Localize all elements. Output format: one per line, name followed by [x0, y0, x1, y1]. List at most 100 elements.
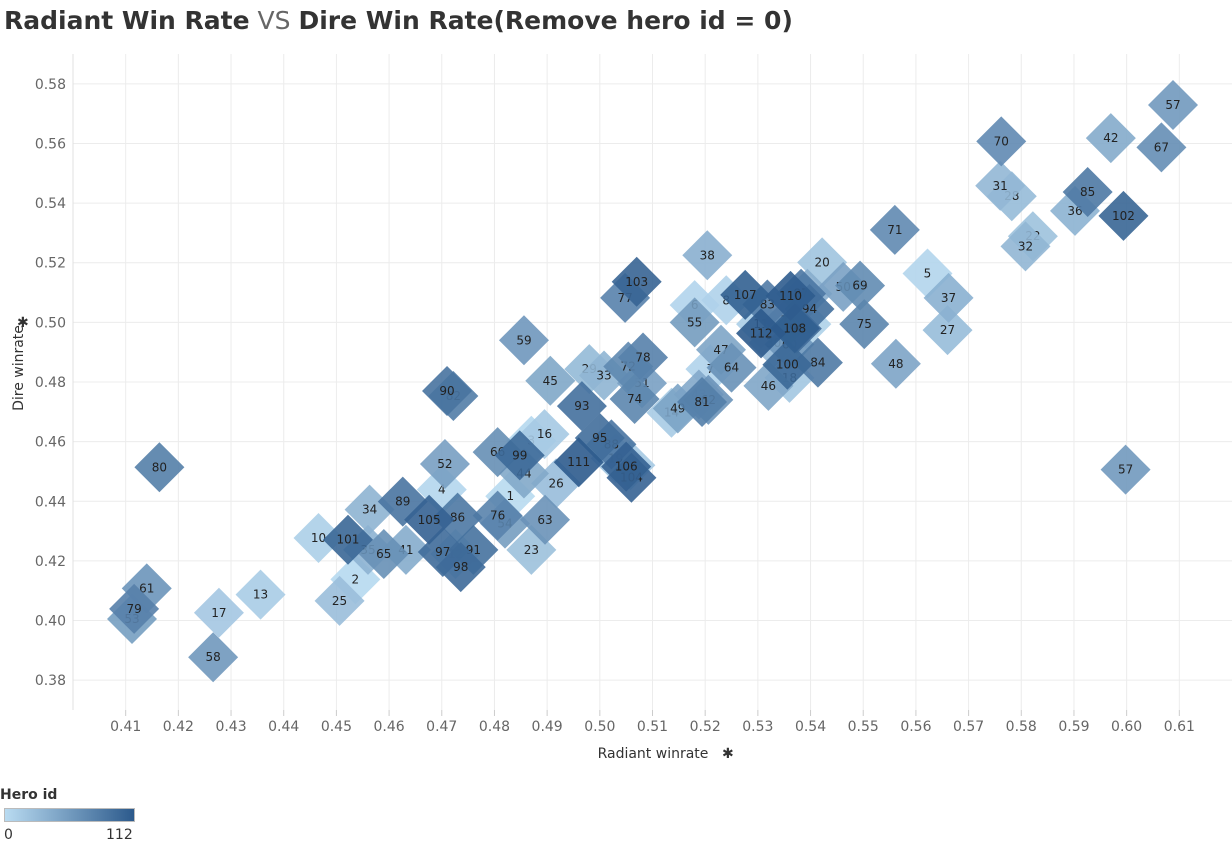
point-hero-108[interactable]: 108 [769, 303, 820, 354]
point-hero-84[interactable]: 84 [792, 337, 843, 388]
point-hero-111[interactable]: 111 [553, 437, 604, 488]
legend-color-bar[interactable] [4, 808, 135, 822]
point-hero-64[interactable]: 64 [706, 342, 757, 393]
point-hero-71[interactable]: 71 [869, 204, 920, 255]
point-hero-45[interactable]: 45 [525, 355, 576, 406]
point-hero-32[interactable]: 32 [1000, 221, 1051, 272]
point-diamond[interactable] [706, 342, 757, 393]
point-hero-76[interactable]: 76 [472, 490, 523, 541]
point-diamond[interactable] [1062, 167, 1113, 218]
point-hero-42[interactable]: 42 [1085, 113, 1136, 164]
point-diamond[interactable] [976, 116, 1027, 167]
point-hero-106[interactable]: 106 [601, 441, 652, 492]
point-diamond[interactable] [922, 305, 973, 356]
point-diamond[interactable] [472, 490, 523, 541]
point-hero-79[interactable]: 79 [109, 583, 160, 634]
point-diamond[interactable] [235, 569, 286, 620]
point-hero-69[interactable]: 69 [835, 260, 886, 311]
point-hero-102[interactable]: 102 [1098, 190, 1149, 241]
point-hero-37[interactable]: 37 [923, 272, 974, 323]
y-axis-pin-icon[interactable]: ✱ [17, 315, 29, 331]
point-diamond[interactable] [669, 297, 720, 348]
point-diamond[interactable] [422, 365, 473, 416]
point-hero-52[interactable]: 52 [419, 439, 470, 489]
point-diamond[interactable] [1136, 122, 1187, 173]
point-diamond[interactable] [869, 204, 920, 255]
point-hero-57[interactable]: 57 [1100, 444, 1151, 495]
point-hero-25[interactable]: 25 [314, 575, 365, 626]
point-diamond[interactable] [609, 373, 660, 424]
point-diamond[interactable] [134, 442, 185, 493]
point-diamond[interactable] [1098, 190, 1149, 241]
point-hero-59[interactable]: 59 [498, 315, 549, 366]
point-hero-57[interactable]: 57 [1147, 79, 1198, 130]
point-hero-100[interactable]: 100 [762, 339, 813, 390]
point-hero-78[interactable]: 78 [618, 332, 669, 383]
point-diamond[interactable] [1147, 79, 1198, 130]
point-diamond[interactable] [1000, 221, 1051, 272]
point-hero-17[interactable]: 17 [193, 587, 244, 638]
point-hero-48[interactable]: 48 [870, 338, 921, 389]
point-diamond[interactable] [520, 494, 571, 545]
point-diamond[interactable] [435, 542, 486, 593]
point-hero-101[interactable]: 101 [322, 514, 373, 565]
point-hero-13[interactable]: 13 [235, 569, 286, 620]
point-hero-65[interactable]: 65 [358, 529, 409, 580]
point-hero-63[interactable]: 63 [520, 494, 571, 545]
point-hero-27[interactable]: 27 [922, 305, 973, 356]
point-diamond[interactable] [1085, 113, 1136, 164]
point-hero-81[interactable]: 81 [677, 376, 728, 427]
point-hero-80[interactable]: 80 [134, 442, 185, 493]
point-hero-67[interactable]: 67 [1136, 122, 1187, 173]
point-hero-98[interactable]: 98 [435, 542, 486, 593]
point-diamond[interactable] [975, 160, 1026, 211]
point-diamond[interactable] [193, 587, 244, 638]
point-hero-38[interactable]: 38 [682, 230, 733, 281]
x-axis-pin-icon[interactable]: ✱ [722, 746, 734, 762]
point-hero-74[interactable]: 74 [609, 373, 660, 424]
point-hero-110[interactable]: 110 [765, 270, 816, 321]
point-diamond[interactable] [188, 632, 239, 683]
point-hero-99[interactable]: 99 [494, 430, 545, 481]
point-diamond[interactable] [835, 260, 886, 311]
point-diamond[interactable] [765, 270, 816, 321]
point-diamond[interactable] [870, 338, 921, 389]
point-diamond[interactable] [611, 256, 662, 307]
point-diamond[interactable] [472, 427, 523, 478]
point-hero-10[interactable]: 10 [293, 512, 344, 563]
point-hero-70[interactable]: 70 [976, 116, 1027, 167]
point-hero-105[interactable]: 105 [404, 494, 455, 545]
point-diamond[interactable] [419, 439, 470, 489]
point-diamond[interactable] [314, 575, 365, 626]
point-diamond[interactable] [769, 303, 820, 354]
point-hero-112[interactable]: 112 [736, 308, 787, 359]
point-hero-34[interactable]: 34 [344, 484, 395, 535]
point-hero-85[interactable]: 85 [1062, 167, 1113, 218]
point-hero-75[interactable]: 75 [839, 299, 890, 350]
point-diamond[interactable] [792, 337, 843, 388]
point-diamond[interactable] [344, 484, 395, 535]
point-diamond[interactable] [404, 494, 455, 545]
point-hero-107[interactable]: 107 [720, 269, 771, 320]
point-diamond[interactable] [498, 315, 549, 366]
point-diamond[interactable] [839, 299, 890, 350]
point-diamond[interactable] [601, 441, 652, 492]
point-hero-103[interactable]: 103 [611, 256, 662, 307]
point-hero-58[interactable]: 58 [188, 632, 239, 683]
point-diamond[interactable] [525, 355, 576, 406]
point-diamond[interactable] [762, 339, 813, 390]
point-hero-31[interactable]: 31 [975, 160, 1026, 211]
point-diamond[interactable] [923, 272, 974, 323]
point-diamond[interactable] [494, 430, 545, 481]
point-diamond[interactable] [677, 376, 728, 427]
point-diamond[interactable] [736, 308, 787, 359]
point-diamond[interactable] [358, 529, 409, 580]
point-diamond[interactable] [720, 269, 771, 320]
point-diamond[interactable] [618, 332, 669, 383]
point-hero-90[interactable]: 90 [422, 365, 473, 416]
point-diamond[interactable] [109, 583, 160, 634]
point-hero-55[interactable]: 55 [669, 297, 720, 348]
point-diamond[interactable] [1100, 444, 1151, 495]
point-diamond[interactable] [322, 514, 373, 565]
point-diamond[interactable] [293, 512, 344, 563]
